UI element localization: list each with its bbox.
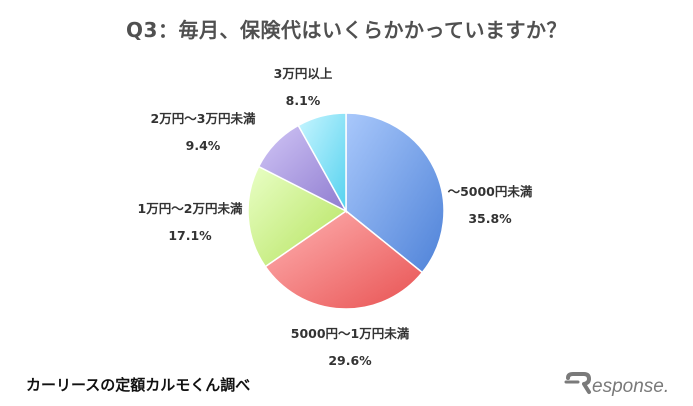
slice-label: 2万円～3万円未満 [151, 111, 256, 126]
pie-slice [297, 112, 347, 214]
slice-value-label: 9.4% [186, 138, 221, 153]
slice-value-label: 8.1% [286, 93, 321, 108]
slice-label: 1万円～2万円未満 [138, 201, 243, 216]
slice-label: ～5000円未満 [448, 184, 533, 199]
response-logo: esponse. [564, 372, 669, 397]
pie-labels: ～5000円未満 35.8% 5000円～1万円未満 29.6% 1万円～2万円未満 17… [138, 66, 533, 368]
pie-slice [264, 210, 424, 310]
slice-value-label: 29.6% [328, 353, 372, 368]
chart-title: Q3：毎月、保険代はいくらかかっていますか？ [126, 18, 567, 42]
slice-label: 3万円以上 [274, 66, 333, 81]
slice-value-label: 35.8% [468, 211, 512, 226]
slice-label: 5000円～1万円未満 [291, 326, 410, 341]
pie-slice [345, 112, 445, 274]
pie-slice [247, 165, 348, 268]
slice-value-label: 17.1% [168, 228, 212, 243]
pie-slices [247, 112, 445, 310]
source-note: カーリースの定額カルモくん調べ [26, 376, 251, 394]
svg-text:esponse.: esponse. [592, 376, 669, 397]
